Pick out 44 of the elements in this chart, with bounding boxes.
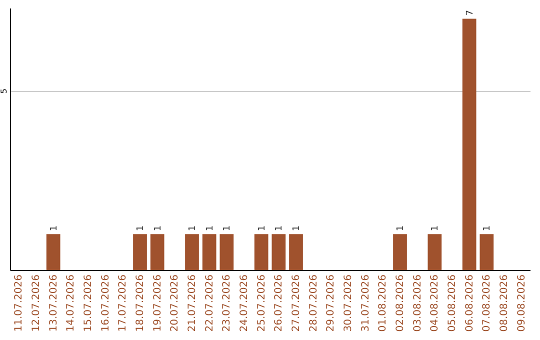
x-tick-label: 26.07.2026 [274, 274, 285, 332]
x-tick-label: 29.07.2026 [326, 274, 337, 332]
x-tick-label: 03.08.2026 [412, 274, 424, 332]
x-tick-label: 23.07.2026 [222, 274, 233, 332]
data-label: 1 [49, 225, 60, 232]
x-tick-label: 21.07.2026 [187, 274, 198, 332]
x-tick-label: 16.07.2026 [100, 274, 112, 332]
x-tick-label: 13.07.2026 [48, 274, 60, 332]
x-tick-label: 20.07.2026 [170, 274, 181, 332]
x-tick-label: 02.08.2026 [395, 274, 406, 332]
x-tick-label: 18.07.2026 [135, 274, 146, 332]
x-tick-label: 12.07.2026 [31, 274, 42, 332]
x-tick-label: 28.07.2026 [308, 274, 320, 332]
x-tick-label: 19.07.2026 [152, 274, 164, 332]
x-tick-label: 04.08.2026 [430, 274, 441, 332]
data-label: 1 [153, 225, 164, 232]
data-label: 1 [205, 225, 216, 232]
x-tick-label: 24.07.2026 [239, 274, 250, 332]
x-tick-label: 17.07.2026 [118, 274, 129, 332]
x-tick-label: 22.07.2026 [204, 274, 216, 332]
x-tick-label: 09.08.2026 [516, 274, 528, 332]
x-tick-label: 25.07.2026 [256, 274, 268, 332]
x-tick-label: 08.08.2026 [499, 274, 510, 332]
x-tick-label: 05.08.2026 [447, 274, 458, 332]
x-tick-label: 31.07.2026 [360, 274, 372, 332]
x-tick-label: 14.07.2026 [66, 274, 77, 332]
x-tick-label: 01.08.2026 [378, 274, 389, 332]
data-label: 1 [482, 225, 493, 232]
data-label: 1 [396, 225, 406, 232]
data-label: 1 [430, 225, 441, 232]
x-tick-label: 06.08.2026 [464, 274, 476, 332]
data-label: 7 [465, 10, 476, 16]
x-tick-label: 27.07.2026 [291, 274, 302, 332]
x-tick-label: 15.07.2026 [83, 274, 94, 332]
x-tick-label: 30.07.2026 [343, 274, 354, 332]
data-label: 1 [136, 225, 146, 232]
data-label: 1 [274, 225, 285, 232]
data-label: 1 [222, 225, 233, 232]
y-tick-label: 5 [0, 88, 8, 94]
data-label: 1 [188, 225, 198, 232]
data-label: 1 [292, 225, 302, 232]
data-label: 1 [257, 225, 268, 232]
x-tick-label: 11.07.2026 [14, 274, 25, 332]
x-tick-label: 07.08.2026 [482, 274, 493, 332]
